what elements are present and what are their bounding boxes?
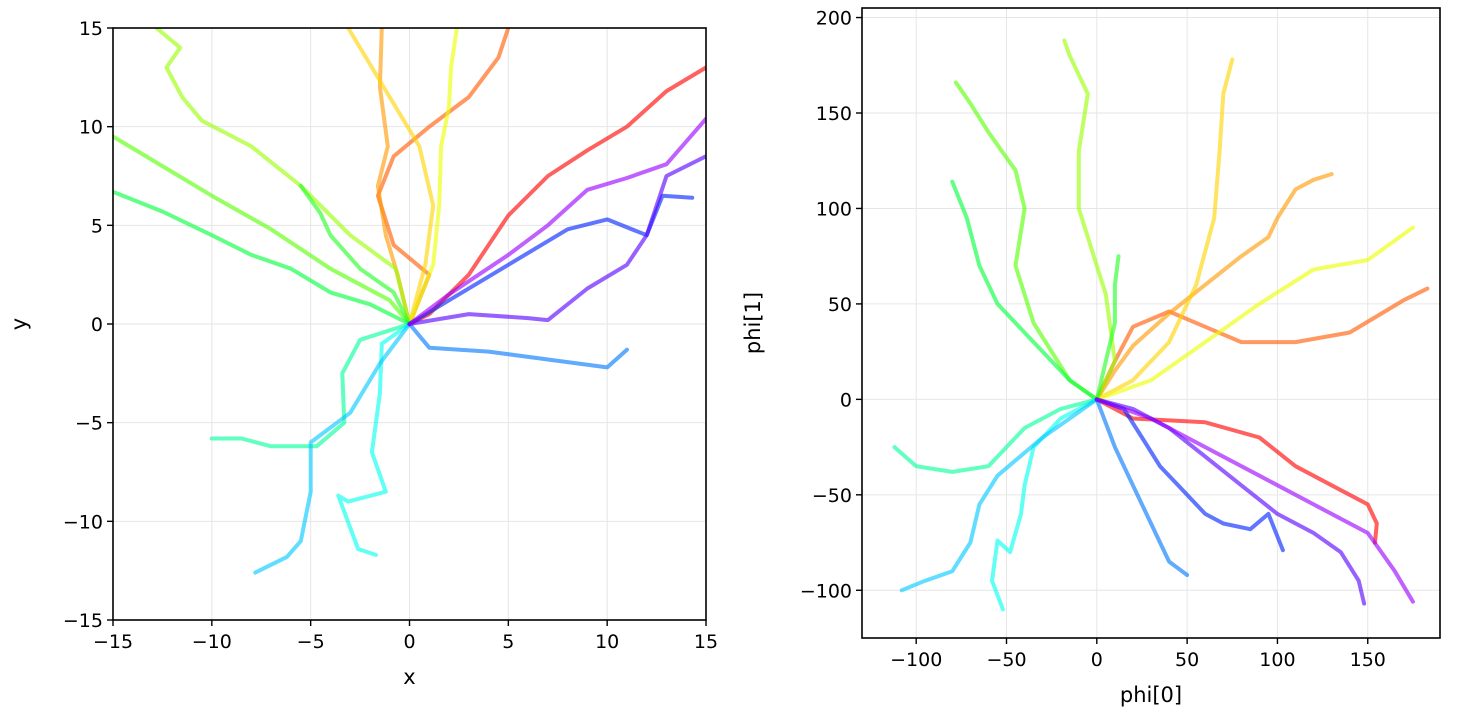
trajectory-line-11 bbox=[253, 322, 412, 575]
x-tick-label: −5 bbox=[297, 631, 325, 653]
x-tick-label: 150 bbox=[1350, 649, 1386, 671]
y-tick-label: 5 bbox=[91, 215, 103, 237]
trajectory-line-15 bbox=[407, 116, 706, 326]
y-tick-label: 150 bbox=[816, 103, 852, 125]
trajectory-line-1 bbox=[1094, 286, 1430, 402]
trajectory-line-12 bbox=[407, 322, 629, 370]
trajectory-line-3 bbox=[1094, 57, 1235, 402]
trajectory-line-1 bbox=[375, 28, 511, 326]
y-tick-label: 100 bbox=[816, 198, 852, 220]
trajectory-line-8 bbox=[950, 179, 1099, 402]
y-tick-label: 50 bbox=[828, 294, 852, 316]
x-tick-label: −50 bbox=[986, 649, 1026, 671]
x-axis-label: x bbox=[403, 665, 415, 689]
trajectory-line-7 bbox=[1094, 254, 1121, 402]
trajectory-line-12 bbox=[1094, 397, 1190, 577]
trajectory-line-10 bbox=[990, 397, 1099, 612]
trajectory-line-0 bbox=[1094, 397, 1379, 545]
x-tick-label: 50 bbox=[1175, 649, 1199, 671]
trajectory-line-2 bbox=[375, 28, 412, 326]
y-tick-label: 0 bbox=[91, 314, 103, 336]
y-tick-label: 10 bbox=[79, 117, 103, 139]
trajectory-line-5 bbox=[154, 28, 412, 326]
series-group bbox=[113, 28, 706, 575]
trajectory-line-4 bbox=[407, 28, 459, 326]
trajectory-line-11 bbox=[899, 397, 1099, 593]
trajectory-line-3 bbox=[346, 28, 436, 326]
x-tick-label: 100 bbox=[1259, 649, 1295, 671]
trajectory-line-5 bbox=[1062, 38, 1117, 402]
x-tick-label: 0 bbox=[403, 631, 415, 653]
x-tick-label: 5 bbox=[502, 631, 514, 653]
y-tick-label: 0 bbox=[840, 389, 852, 411]
x-tick-label: 15 bbox=[694, 631, 718, 653]
trajectory-line-7 bbox=[298, 183, 412, 326]
y-tick-label: 15 bbox=[79, 18, 103, 40]
y-tick-label: −100 bbox=[800, 580, 852, 602]
trajectory-line-13 bbox=[1094, 397, 1285, 553]
trajectory-line-9 bbox=[209, 322, 412, 449]
y-tick-label: −10 bbox=[63, 511, 103, 533]
chart-right-phi: −100 −50 0 50 100 150 −100 −50 0 50 100 150 200 phi[0… bbox=[741, 7, 1441, 707]
trajectory-line-13 bbox=[407, 193, 695, 326]
series-group bbox=[892, 38, 1430, 612]
x-axis-label: phi[0] bbox=[1120, 683, 1182, 707]
trajectory-line-6 bbox=[113, 134, 412, 326]
trajectory-line-14 bbox=[407, 154, 706, 326]
chart-left-xy: −15 −10 −5 0 5 10 15 −15 −10 −5 0 5 10 15 x y bbox=[7, 18, 718, 689]
y-tick-label: −50 bbox=[812, 485, 852, 507]
trajectory-line-15 bbox=[1094, 397, 1415, 604]
y-tick-label: −5 bbox=[75, 413, 103, 435]
y-tick-label: 200 bbox=[816, 8, 852, 30]
x-tick-label: −100 bbox=[890, 649, 942, 671]
x-tick-label: 10 bbox=[595, 631, 619, 653]
x-tick-label: 0 bbox=[1091, 649, 1103, 671]
x-tick-label: −15 bbox=[93, 631, 133, 653]
trajectory-line-4 bbox=[1094, 225, 1415, 402]
trajectory-line-2 bbox=[1094, 172, 1334, 402]
y-axis-label: phi[1] bbox=[741, 292, 765, 354]
plot-frame bbox=[861, 7, 1441, 639]
y-tick-label: −15 bbox=[63, 610, 103, 632]
trajectory-line-8 bbox=[113, 189, 412, 326]
y-axis-label: y bbox=[7, 318, 31, 330]
trajectory-line-6 bbox=[953, 80, 1099, 402]
trajectory-line-9 bbox=[892, 397, 1099, 474]
x-tick-label: −10 bbox=[192, 631, 232, 653]
